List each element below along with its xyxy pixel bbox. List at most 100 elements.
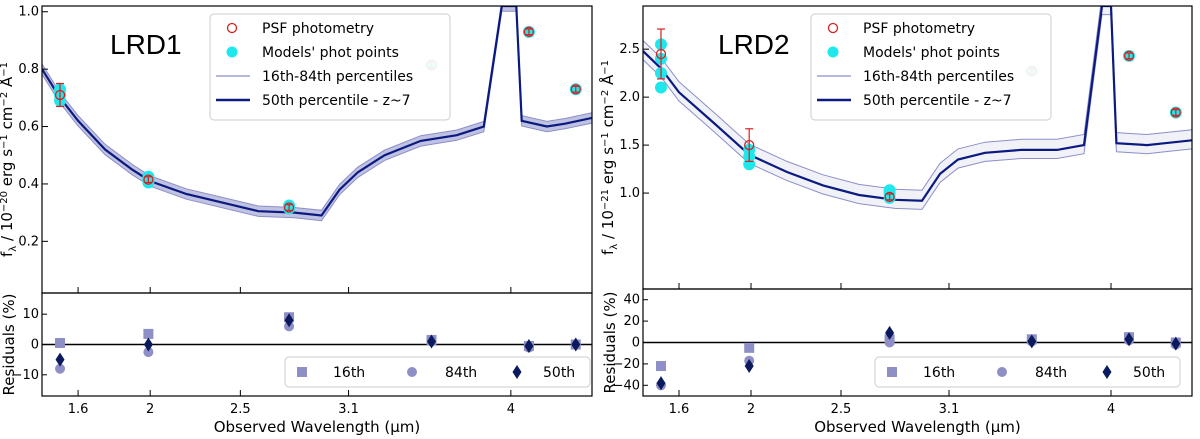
- legend-entry-0: PSF photometry: [863, 21, 975, 37]
- residual-legend: 16th 84th 50th: [284, 356, 591, 388]
- residual-50th-marker-2: [885, 325, 895, 340]
- xlabel: Observed Wavelength (μm): [214, 418, 421, 436]
- xtick-label: 1.6: [669, 402, 690, 417]
- spectrum-plot-area: [42, 6, 592, 222]
- residual-50th-marker-2: [284, 313, 294, 328]
- xtick-label: 4: [1107, 402, 1115, 417]
- psf-photometry-point-2: [283, 202, 295, 213]
- legend: PSF photometry Models' phot points 16th-84…: [209, 13, 451, 121]
- residual-legend-50th-marker: [512, 365, 522, 379]
- legend-entry-0: PSF photometry: [262, 21, 374, 37]
- spectrum-50th-line: [643, 6, 1192, 202]
- residual-legend-entry-2: 50th: [1133, 365, 1165, 381]
- psf-photometry-point-4: [523, 26, 535, 37]
- residual-legend-box: [284, 356, 591, 388]
- residual-legend-entry-1: 84th: [445, 365, 477, 381]
- panel-title: LRD1: [110, 29, 182, 60]
- residual-ytick-label: 20: [623, 314, 640, 329]
- residual-50th-marker-4: [524, 339, 534, 354]
- ytick-label: 2.0: [619, 90, 640, 105]
- xtick-label: 1.6: [68, 402, 89, 417]
- legend-entry-3: 50th percentile - z~7: [863, 93, 1012, 109]
- xlabel: Observed Wavelength (μm): [814, 418, 1021, 436]
- xtick-label: 4: [507, 402, 515, 417]
- spectrum-ylabel: fλ / 10−21 erg s−1 cm−2 Å−1: [598, 60, 620, 255]
- residual-ytick-label: 10: [22, 307, 39, 322]
- legend-entry-1: Models' phot points: [262, 45, 399, 61]
- legend: PSF photometry Models' phot points 16th-84…: [810, 13, 1052, 121]
- residual-50th-marker-5: [571, 337, 581, 352]
- residual-legend-entry-1: 84th: [1035, 365, 1067, 381]
- psf-photometry-point-2: [884, 191, 895, 203]
- ytick-label: 0.6: [18, 120, 39, 135]
- residual-50th-marker-3: [1027, 334, 1037, 349]
- residual-legend-box: [874, 356, 1181, 388]
- spectrum-50th-line: [42, 6, 592, 217]
- panel-title: LRD2: [718, 29, 790, 60]
- residual-50th-marker-1: [143, 337, 153, 352]
- xtick-label: 2.5: [230, 402, 251, 417]
- legend-psf-marker: [226, 22, 238, 34]
- xtick-label: 2: [146, 402, 154, 417]
- residual-legend-50th-marker: [1102, 365, 1112, 379]
- psf-photometry-point-1: [143, 174, 154, 185]
- residual-50th-marker-4: [1124, 332, 1134, 347]
- xtick-label: 2: [747, 402, 755, 417]
- residual-16th-marker-1: [744, 342, 755, 353]
- legend-box: [209, 13, 451, 121]
- residual-50th-marker-0: [656, 376, 666, 391]
- residuals-ylabel: Residuals (%): [0, 294, 18, 396]
- legend-entry-1: Models' phot points: [863, 45, 1000, 61]
- residual-84th-marker-1: [143, 347, 154, 358]
- ytick-label: 2.5: [619, 42, 640, 57]
- residual-16th-marker-0: [55, 337, 66, 348]
- residuals-ylabel: Residuals (%): [601, 292, 619, 394]
- spectrum-ylabel: fλ / 10−20 erg s−1 cm−2 Å−1: [0, 62, 19, 257]
- residual-legend: 16th 84th 50th: [874, 356, 1181, 388]
- psf-photometry-point-5: [1170, 107, 1181, 118]
- residual-50th-marker-5: [1171, 336, 1181, 351]
- psf-photometry-point-5: [570, 84, 581, 95]
- ytick-label: 0.4: [18, 177, 39, 192]
- residual-ytick-label: 0: [31, 338, 39, 353]
- residual-legend-entry-0: 16th: [923, 365, 955, 381]
- panel-lrd1: 0.2 0.4 0.6 0.8 1.0 LRD1 PSF photometry Models'…: [0, 5, 593, 436]
- ytick-label: 1.0: [619, 186, 640, 201]
- panel-lrd2: 1.0 1.5 2.0 2.5 LRD2 PSF photometry Models' ph…: [598, 5, 1193, 436]
- xtick-label: 3.1: [338, 402, 359, 417]
- residual-legend-84th-marker: [997, 367, 1007, 377]
- legend-box: [810, 13, 1052, 121]
- ytick-label: 1.5: [619, 138, 640, 153]
- psf-photometry-point-0: [655, 48, 667, 60]
- residual-ytick-label: 0: [632, 336, 640, 351]
- residual-50th-marker-1: [744, 359, 754, 374]
- residual-legend-entry-2: 50th: [543, 365, 575, 381]
- ytick-label: 0.2: [18, 234, 39, 249]
- legend-model-marker: [827, 46, 839, 58]
- residual-legend-16th-marker: [887, 367, 897, 377]
- residual-legend-16th-marker: [297, 367, 307, 377]
- model-phot-point-0-0: [655, 81, 667, 94]
- ytick-label: 1.0: [18, 5, 39, 20]
- legend-entry-2: 16th-84th percentiles: [262, 69, 413, 85]
- xtick-label: 2.5: [831, 402, 852, 417]
- residual-84th-marker-2: [884, 337, 895, 348]
- xtick-label: 3.1: [939, 402, 960, 417]
- legend-psf-marker: [827, 22, 839, 34]
- ytick-label: 0.8: [18, 62, 39, 77]
- residual-50th-marker-0: [55, 352, 65, 367]
- residual-16th-marker-0: [656, 361, 666, 372]
- psf-photometry-point-1: [744, 139, 755, 151]
- residual-84th-marker-0: [55, 363, 66, 374]
- residual-legend-entry-0: 16th: [333, 365, 365, 381]
- legend-entry-3: 50th percentile - z~7: [262, 93, 411, 109]
- legend-model-marker: [226, 46, 238, 58]
- psf-photometry-point-4: [1123, 50, 1135, 62]
- residual-ytick-label: −10: [12, 368, 39, 383]
- residual-ytick-label: −40: [613, 378, 640, 393]
- psf-photometry-point-0: [54, 89, 66, 101]
- residual-ytick-label: −20: [613, 357, 640, 372]
- residual-50th-marker-3: [427, 334, 437, 349]
- residual-legend-84th-marker: [407, 367, 417, 377]
